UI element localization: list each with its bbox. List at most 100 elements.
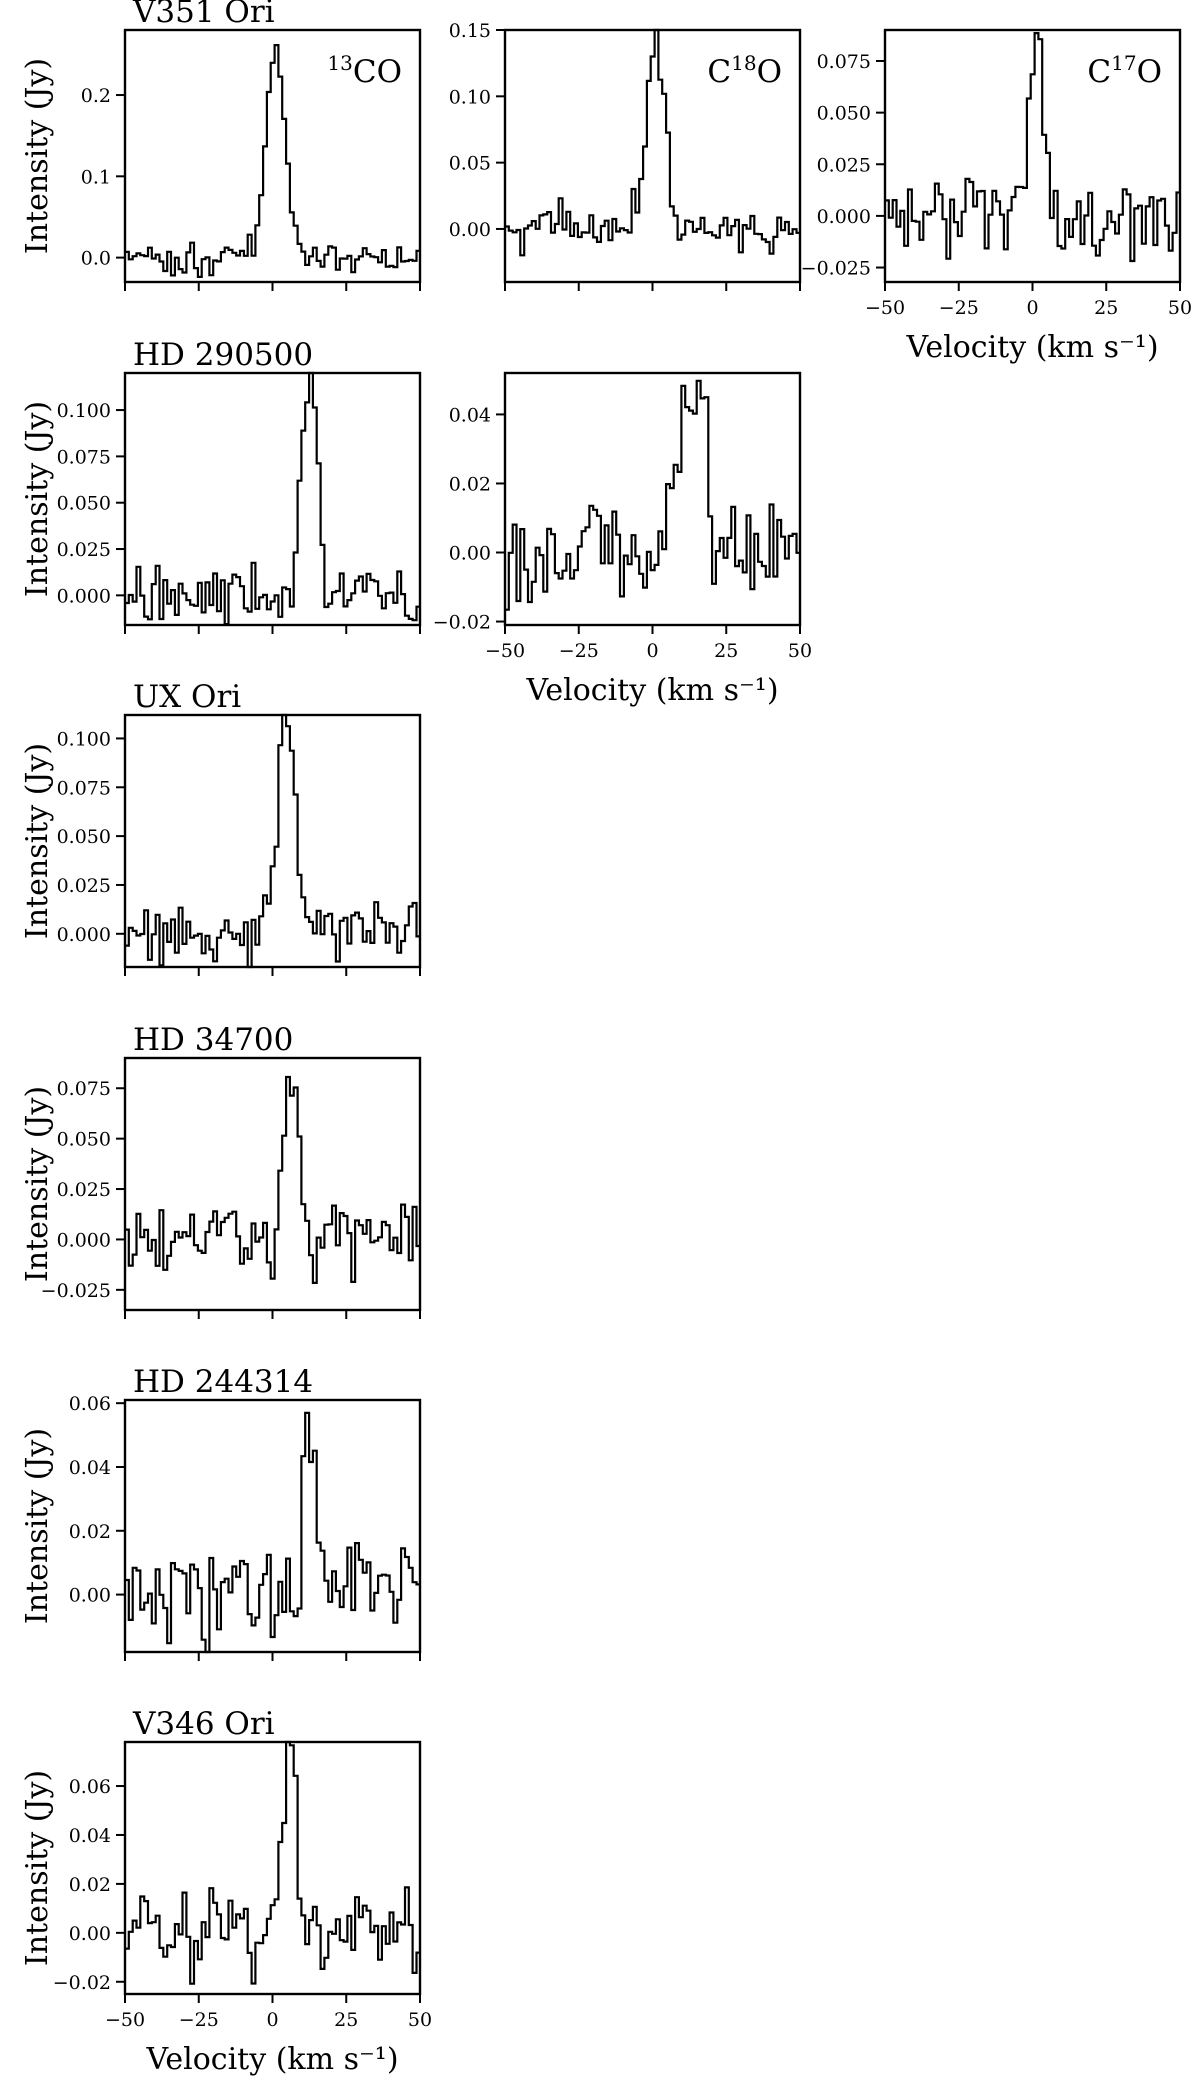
x-tick-label: 25 <box>1094 297 1118 319</box>
x-tick-label: 25 <box>714 640 738 662</box>
y-axis-label: Intensity (Jy) <box>20 1770 55 1966</box>
y-tick-label: 0.100 <box>57 400 111 422</box>
spectrum-line <box>125 1075 420 1284</box>
panel-title: HD 34700 <box>133 1022 293 1058</box>
y-tick-label: 0.06 <box>69 1776 111 1798</box>
y-tick-label: −0.02 <box>53 1972 111 1994</box>
y-tick-label: 0.04 <box>69 1457 111 1479</box>
y-tick-label: 0.025 <box>57 875 111 897</box>
isotopologue-label: 13CO <box>327 51 402 90</box>
molecule-text: C <box>707 54 731 90</box>
x-tick-label: −50 <box>865 297 905 319</box>
panel-title: UX Ori <box>133 679 241 715</box>
y-tick-label: 0.100 <box>57 728 111 750</box>
isotopologue-label: C17O <box>1087 51 1162 90</box>
y-tick-label: 0.000 <box>57 924 111 946</box>
x-tick-label: 50 <box>408 2009 432 2031</box>
x-tick-label: 0 <box>646 640 658 662</box>
y-tick-label: 0.05 <box>449 153 491 175</box>
y-axis-label: Intensity (Jy) <box>20 1428 55 1624</box>
spectrum-line <box>125 1740 420 1985</box>
axes-frame <box>123 371 422 627</box>
axes-frame <box>123 1398 422 1654</box>
isotope-superscript: 13 <box>327 51 352 75</box>
panel-title: HD 244314 <box>133 1364 313 1400</box>
y-tick-label: 0.1 <box>81 166 111 188</box>
y-tick-label: 0.050 <box>57 1129 111 1151</box>
panel-8: −50 −25 0 25 50 Velocity (km s⁻¹) −0.02 0.00 0.0… <box>20 1706 432 2077</box>
y-tick-label: 0.000 <box>817 206 871 228</box>
y-tick-label: 0.00 <box>449 543 491 565</box>
y-tick-label: 0.025 <box>57 1179 111 1201</box>
spectrum-line <box>505 379 800 611</box>
panel-title: HD 290500 <box>133 337 313 373</box>
spectrum-line <box>885 32 1180 263</box>
y-tick-label: 0.025 <box>57 539 111 561</box>
y-tick-label: −0.025 <box>41 1280 111 1302</box>
y-axis-label: Intensity (Jy) <box>20 58 55 254</box>
y-tick-label: 0.075 <box>57 446 111 468</box>
isotope-superscript: 17 <box>1111 51 1136 75</box>
x-axis-label: Velocity (km s⁻¹) <box>145 2042 398 2077</box>
x-tick-label: 0 <box>266 2009 278 2031</box>
y-tick-label: 0.00 <box>449 219 491 241</box>
y-tick-label: 0.15 <box>449 20 491 42</box>
axes-frame <box>123 1740 422 1996</box>
spectrum-line <box>125 1411 420 1654</box>
x-axis-label: Velocity (km s⁻¹) <box>525 673 778 708</box>
x-tick-label: −50 <box>105 2009 145 2031</box>
spectrum-line <box>505 28 800 257</box>
y-tick-label: 0.025 <box>817 154 871 176</box>
x-tick-label: 0 <box>1026 297 1038 319</box>
panel-0: 0.0 0.1 0.2 Intensity (Jy) V351 Ori 13CO <box>20 0 422 291</box>
axes-frame <box>123 713 422 969</box>
x-tick-label: −25 <box>179 2009 219 2031</box>
y-tick-label: 0.0 <box>81 248 111 270</box>
panel-title: V346 Ori <box>132 1706 275 1742</box>
x-tick-label: 25 <box>334 2009 358 2031</box>
y-tick-label: 0.10 <box>449 86 491 108</box>
x-tick-label: −25 <box>559 640 599 662</box>
spectrum-line <box>125 713 420 969</box>
y-axis-label: Intensity (Jy) <box>20 401 55 597</box>
y-tick-label: 0.04 <box>69 1825 111 1847</box>
axes-frame <box>123 1056 422 1312</box>
y-tick-label: 0.2 <box>81 85 111 107</box>
y-tick-label: 0.050 <box>57 826 111 848</box>
molecule-text: C <box>1087 54 1111 90</box>
axes-frame <box>503 371 802 627</box>
x-tick-label: 50 <box>1168 297 1192 319</box>
panel-2: −50 −25 0 25 50 Velocity (km s⁻¹) −0.025 0.000 0… <box>801 28 1192 365</box>
y-axis-label: Intensity (Jy) <box>20 1086 55 1282</box>
y-tick-label: 0.02 <box>449 473 491 495</box>
y-tick-label: 0.075 <box>817 51 871 73</box>
y-tick-label: 0.02 <box>69 1874 111 1896</box>
isotope-superscript: 18 <box>731 51 756 75</box>
y-tick-label: 0.02 <box>69 1521 111 1543</box>
panel-title: V351 Ori <box>132 0 275 30</box>
y-tick-label: 0.000 <box>57 1229 111 1251</box>
y-tick-label: 0.000 <box>57 585 111 607</box>
panel-1: 0.00 0.05 0.10 0.15 C18O <box>449 20 802 291</box>
panel-7: 0.00 0.02 0.04 0.06 Intensity (Jy) HD 244314 <box>20 1364 422 1661</box>
y-tick-label: 0.00 <box>69 1923 111 1945</box>
panel-4: −50 −25 0 25 50 Velocity (km s⁻¹) −0.02 0.00 0.0… <box>433 371 812 708</box>
y-tick-label: 0.00 <box>69 1585 111 1607</box>
y-tick-label: 0.075 <box>57 1078 111 1100</box>
x-tick-label: 50 <box>788 640 812 662</box>
x-tick-label: −25 <box>939 297 979 319</box>
molecule-text: O <box>1137 54 1162 90</box>
molecule-text: CO <box>353 54 402 90</box>
spectrum-line <box>125 44 420 278</box>
y-tick-label: 0.050 <box>817 103 871 125</box>
x-axis-label: Velocity (km s⁻¹) <box>905 330 1158 365</box>
y-tick-label: 0.04 <box>449 404 491 426</box>
spectrum-line <box>125 371 420 626</box>
y-tick-label: −0.02 <box>433 612 491 634</box>
y-axis-label: Intensity (Jy) <box>20 743 55 939</box>
x-tick-label: −50 <box>485 640 525 662</box>
